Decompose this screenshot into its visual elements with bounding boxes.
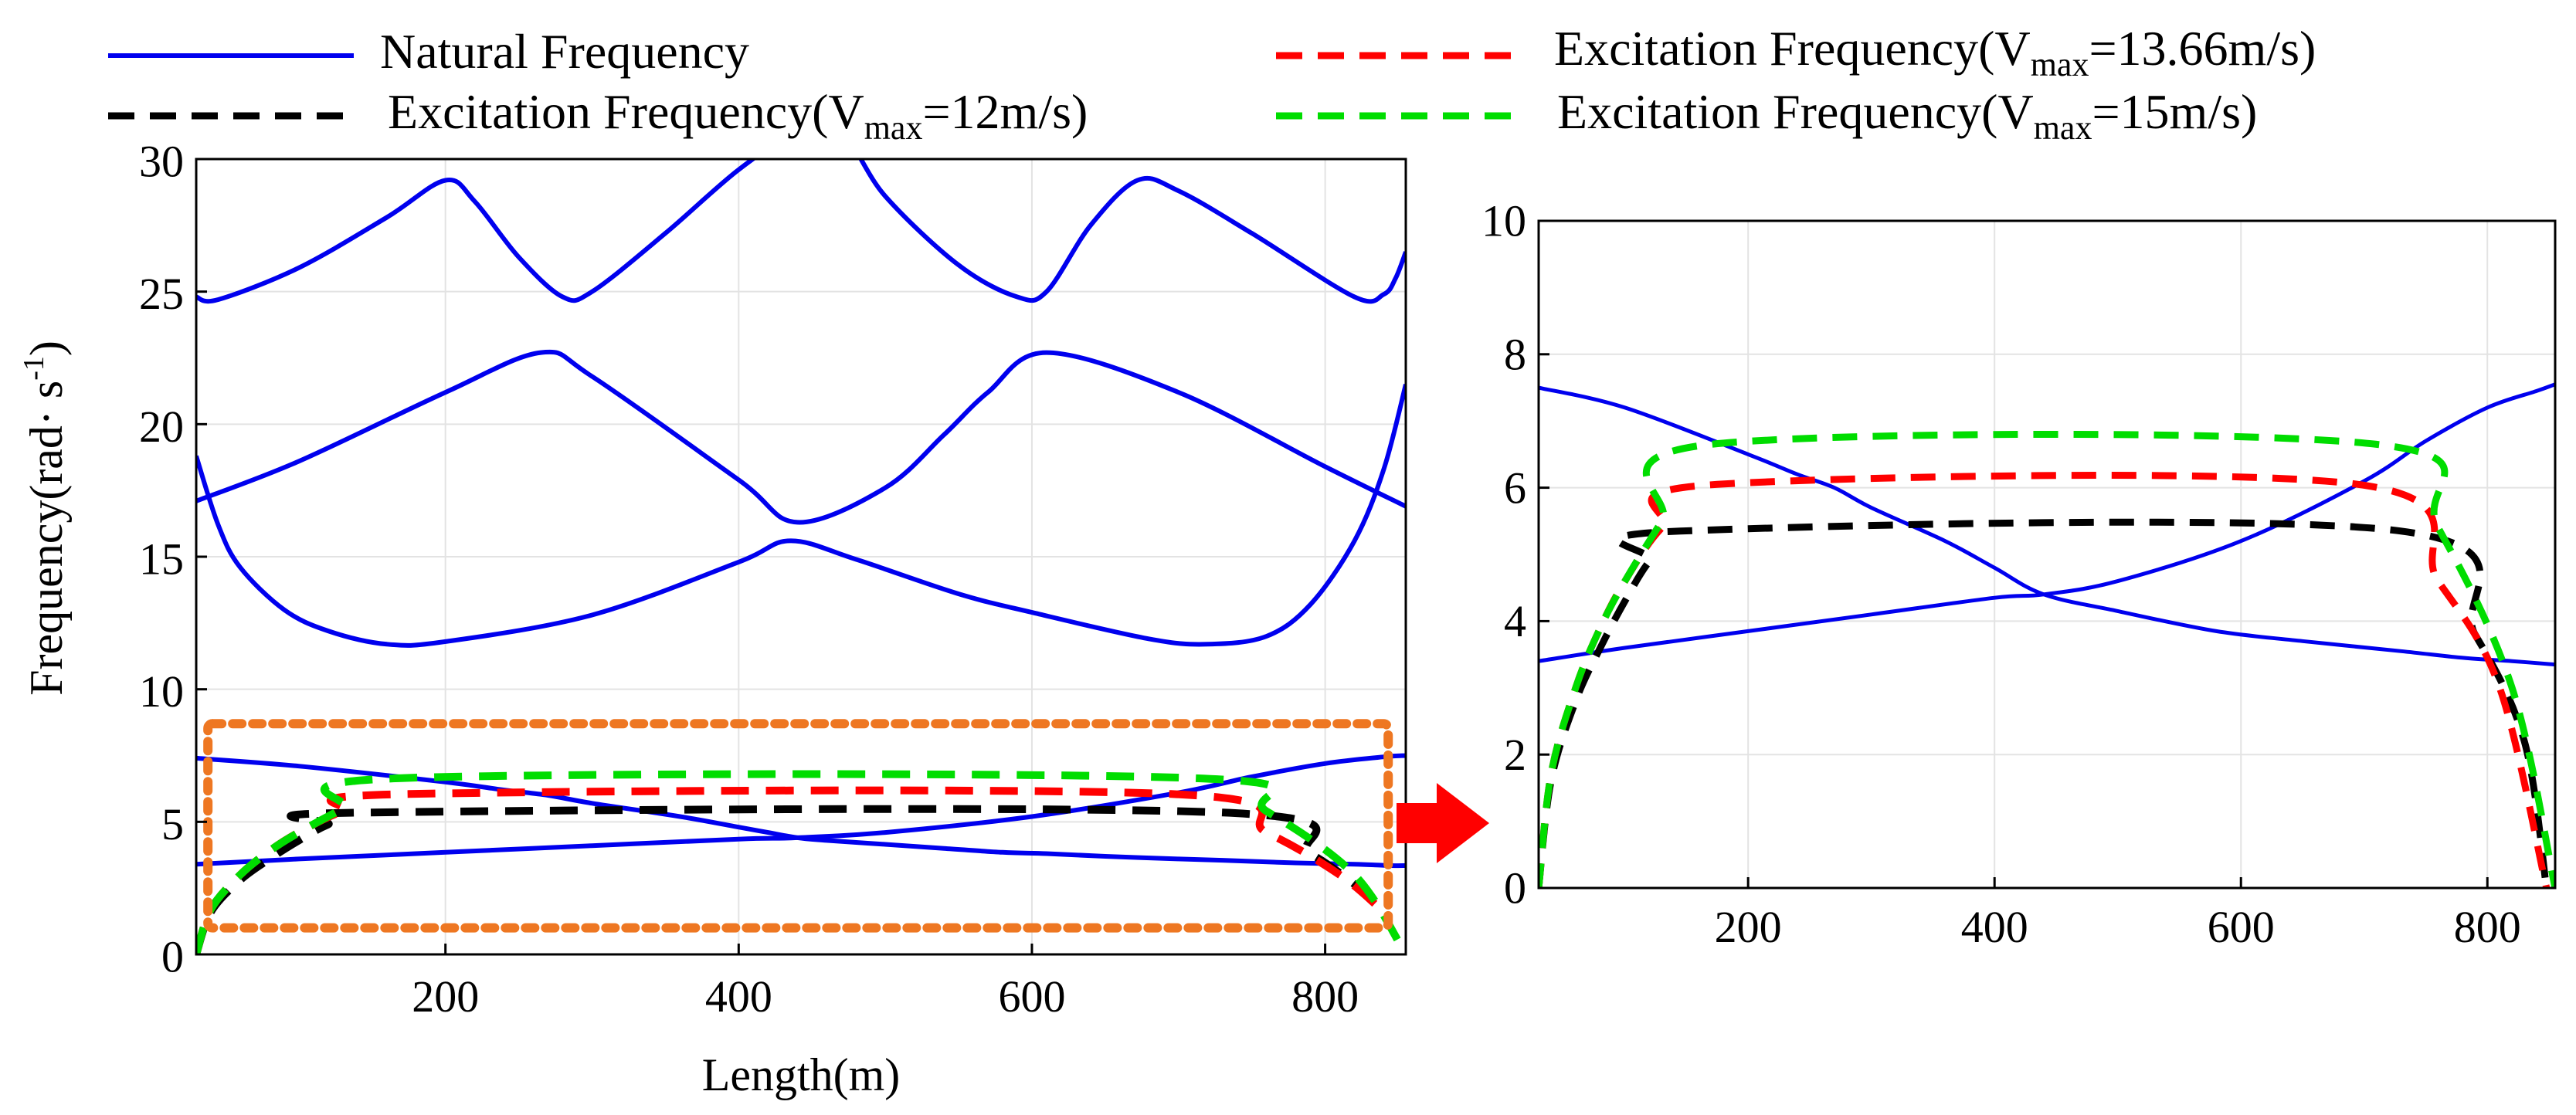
x-tick-label-400: 400 (705, 971, 772, 1022)
y-tick-label-10: 10 (1481, 196, 1526, 246)
x-tick-label-600: 600 (2208, 902, 2275, 952)
excitation-12-curve (196, 805, 1387, 954)
y-tick-label-10: 10 (139, 666, 184, 717)
y-tick-label-6: 6 (1504, 463, 1526, 513)
y-tick-label-4: 4 (1504, 596, 1526, 646)
y-tick-label-25: 25 (139, 269, 184, 319)
main-y-axis-label: Frequency(rad· s-1) (18, 341, 72, 696)
legend-label-exc12: Excitation Frequency(Vmax=12m/s) (388, 84, 1088, 147)
main-x-axis-label: Length(m) (702, 1049, 901, 1100)
natural-frequency-curve-4 (196, 349, 1406, 525)
main-chart: 200 400 600 800 0 5 10 15 20 25 30 Length(m) Freq… (18, 136, 1407, 1100)
excitation-12-curve (1539, 518, 2551, 888)
excitation-13-66-curve (1539, 472, 2551, 888)
y-tick-label-0: 0 (1504, 863, 1526, 913)
excitation-15-curve (196, 770, 1406, 954)
y-tick-label-5: 5 (161, 799, 184, 849)
legend: Natural Frequency Excitation Frequency(V… (108, 21, 2316, 147)
main-natural-frequency-series (196, 159, 1406, 869)
zoom-grid (1539, 220, 2555, 889)
x-tick-label-200: 200 (412, 971, 479, 1022)
highlight-region-box (203, 719, 1393, 933)
zoom-x-tick-labels: 200 400 600 800 (1715, 877, 2521, 952)
zoom-y-tick-labels: 0 2 4 6 8 10 (1481, 196, 1549, 913)
x-tick-label-400: 400 (1961, 902, 2028, 952)
y-tick-label-20: 20 (139, 402, 184, 452)
x-tick-label-200: 200 (1715, 902, 1782, 952)
natural-frequency-curve-1 (1539, 385, 2555, 667)
zoom-excitation-series (1539, 430, 2555, 888)
legend-label-natural: Natural Frequency (380, 24, 749, 79)
zoom-plot-frame (1537, 219, 2557, 890)
main-excitation-series (196, 770, 1406, 954)
x-tick-label-800: 800 (2454, 902, 2521, 952)
y-tick-label-0: 0 (161, 931, 184, 981)
main-x-tick-labels: 200 400 600 800 (412, 944, 1359, 1022)
excitation-15-curve (1539, 430, 2555, 888)
y-tick-label-30: 30 (139, 136, 184, 186)
natural-frequency-curve-5 (196, 159, 1406, 304)
x-tick-label-800: 800 (1291, 971, 1359, 1022)
natural-frequency-curve-2 (1539, 382, 2555, 663)
x-tick-label-600: 600 (998, 971, 1065, 1022)
zoom-chart: 200 400 600 800 0 2 4 6 8 10 (1481, 196, 2557, 952)
legend-label-exc1366: Excitation Frequency(Vmax=13.66m/s) (1554, 21, 2316, 83)
y-tick-label-2: 2 (1504, 730, 1526, 780)
natural-frequency-curve-2 (196, 753, 1406, 867)
legend-label-exc15: Excitation Frequency(Vmax=15m/s) (1557, 84, 2257, 147)
zoom-arrow-icon (1397, 783, 1489, 863)
natural-frequency-curve-3 (196, 384, 1406, 648)
y-tick-label-15: 15 (139, 534, 184, 584)
main-y-tick-labels: 0 5 10 15 20 25 30 (139, 136, 207, 981)
main-grid (196, 158, 1406, 955)
zoom-natural-frequency-series (1539, 382, 2555, 667)
y-tick-label-8: 8 (1504, 330, 1526, 380)
